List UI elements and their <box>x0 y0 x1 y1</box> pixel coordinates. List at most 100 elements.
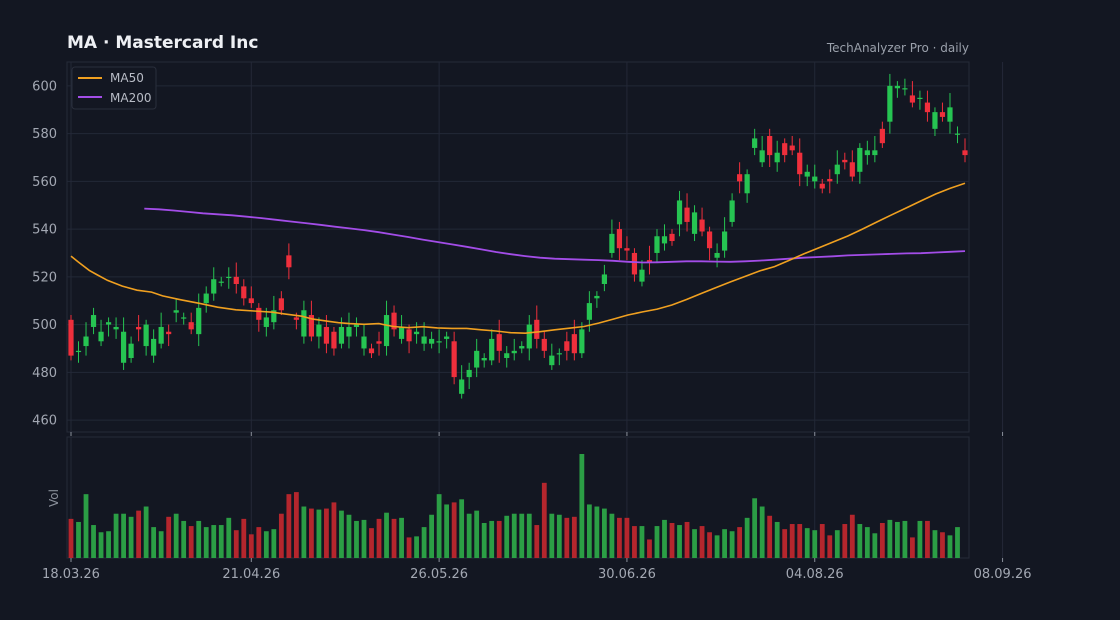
volume-bar <box>819 524 825 558</box>
candle <box>211 267 217 301</box>
candle <box>158 312 164 349</box>
volume-bar <box>128 516 134 558</box>
volume-bar <box>759 506 765 558</box>
candle-body <box>436 341 442 343</box>
candle <box>113 317 119 339</box>
candle-body <box>338 326 345 344</box>
candle-body <box>368 348 375 354</box>
candle <box>909 81 916 108</box>
candle-body <box>151 338 157 356</box>
candle-body <box>218 281 224 283</box>
volume-axis-label: Vol <box>47 489 61 507</box>
volume-bar <box>196 520 202 558</box>
volume-bar <box>609 513 615 558</box>
candle <box>721 217 728 258</box>
volume-bar <box>188 526 194 558</box>
candle-body <box>248 298 254 304</box>
candle-body <box>308 315 315 337</box>
candle-body <box>691 212 698 234</box>
candlesticks <box>68 73 968 399</box>
candle <box>151 329 157 363</box>
volume-bar <box>617 517 622 558</box>
volume-bar <box>76 521 81 558</box>
candle <box>474 338 480 378</box>
volume-bar <box>203 527 209 558</box>
volume-bar <box>121 513 126 558</box>
candle <box>774 140 780 172</box>
candle <box>804 164 810 187</box>
candle <box>196 293 202 347</box>
price-gridlines <box>67 62 1004 432</box>
candle-body <box>519 346 525 349</box>
candle <box>128 336 134 363</box>
volume-panel-frame <box>66 436 970 559</box>
volume-bar <box>737 527 743 558</box>
candle-body <box>391 312 397 330</box>
volume-bar <box>301 506 307 558</box>
candle-body <box>549 355 555 366</box>
candle-body <box>511 350 517 354</box>
candle <box>346 312 352 349</box>
volume-bar <box>925 520 930 558</box>
candle-body <box>759 150 765 163</box>
candle-body <box>752 138 758 148</box>
candle-body <box>293 317 299 320</box>
candle-body <box>481 358 487 361</box>
candle-body <box>376 341 382 344</box>
x-tick-label: 21.04.26 <box>222 567 280 582</box>
candle <box>459 365 465 399</box>
candle-body <box>68 319 74 356</box>
candle <box>316 317 322 349</box>
volume-bar <box>849 514 855 558</box>
candle <box>75 341 82 363</box>
volume-bar <box>376 518 382 558</box>
candle <box>706 226 713 261</box>
candle-body <box>316 324 322 337</box>
volume-bar <box>662 519 667 558</box>
volume-bar <box>68 518 74 558</box>
candle-body <box>954 133 961 135</box>
volume-bar <box>399 517 404 558</box>
candle-body <box>429 338 435 344</box>
volume-bar <box>98 532 104 558</box>
candle <box>181 312 187 325</box>
candle <box>248 286 254 308</box>
volume-bar <box>879 522 885 558</box>
candle <box>218 276 224 287</box>
volume-bar <box>714 535 720 558</box>
candle-body <box>917 97 923 100</box>
volume-bar <box>406 537 412 558</box>
candle-body <box>459 379 465 394</box>
candle <box>331 326 337 356</box>
candle-body <box>661 236 668 244</box>
candle-body <box>932 112 938 129</box>
candle-body <box>406 329 412 342</box>
volume-bar <box>564 517 570 558</box>
candle-body <box>166 331 172 335</box>
candle-body <box>263 317 269 327</box>
candle <box>481 353 487 368</box>
candle <box>661 224 668 251</box>
volume-bar <box>902 520 908 558</box>
candle-body <box>271 310 277 323</box>
candle-body <box>947 107 953 122</box>
candle <box>308 300 315 342</box>
volume-bar <box>474 510 480 558</box>
volume-bar <box>496 520 502 558</box>
candle <box>105 317 112 337</box>
volume-bar <box>872 533 878 558</box>
volume-bar <box>782 529 788 558</box>
candle <box>444 331 450 349</box>
candle-body <box>90 315 97 327</box>
candle-body <box>744 174 750 194</box>
candle <box>368 343 375 358</box>
candle-body <box>706 231 713 249</box>
candle-body <box>466 369 472 378</box>
volume-bar <box>113 513 119 558</box>
volume-bar <box>421 527 427 558</box>
candle <box>864 140 870 165</box>
volume-bar <box>955 527 960 558</box>
candle-body <box>556 353 562 355</box>
candle-body <box>902 88 908 90</box>
